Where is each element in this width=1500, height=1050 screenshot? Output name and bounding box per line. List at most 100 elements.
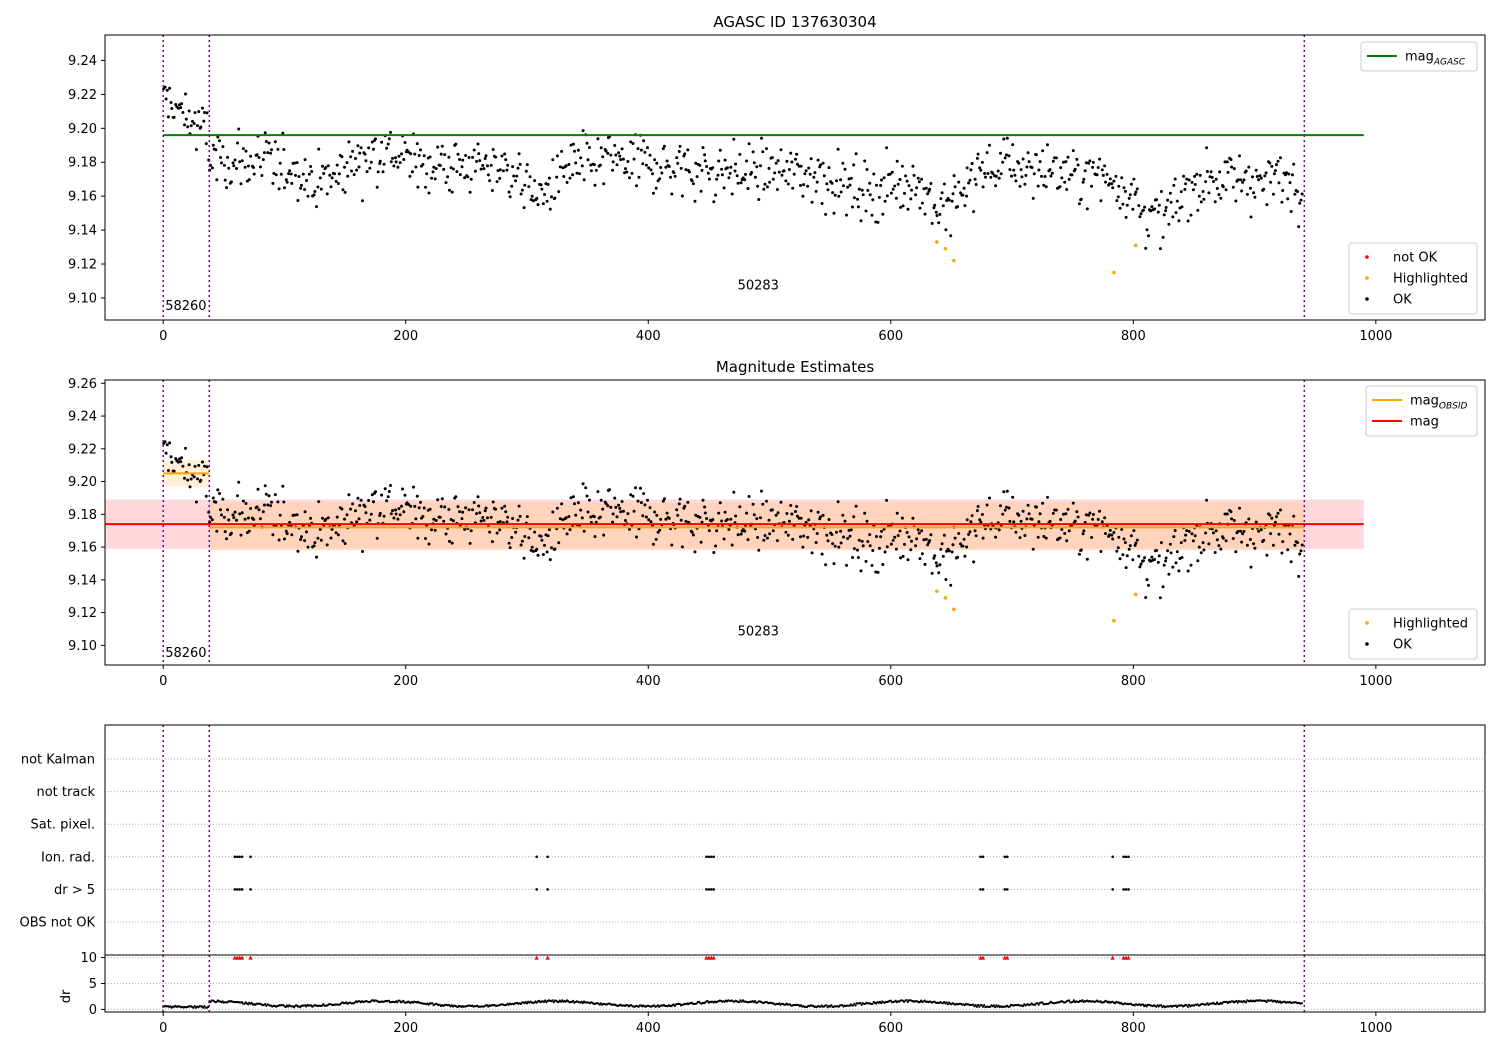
- ok-point: [1030, 166, 1034, 169]
- ok-point: [762, 538, 766, 542]
- ok-point: [614, 505, 618, 509]
- ok-point: [830, 181, 834, 185]
- ok-point: [653, 158, 657, 162]
- ok-point: [1218, 170, 1222, 174]
- ok-point: [824, 563, 828, 567]
- ok-point: [231, 161, 235, 165]
- ok-point: [289, 172, 293, 176]
- ok-point: [1008, 519, 1012, 523]
- ok-point: [1232, 519, 1236, 522]
- ok-point: [915, 186, 919, 190]
- ok-point: [929, 182, 933, 185]
- ok-point: [1066, 155, 1070, 159]
- ok-point: [611, 160, 615, 164]
- ok-point: [860, 188, 864, 192]
- ok-point: [972, 560, 976, 564]
- ok-point: [1239, 529, 1243, 533]
- ok-point: [1268, 161, 1272, 165]
- ok-point: [565, 181, 569, 184]
- ok-point: [876, 570, 880, 574]
- ok-point: [264, 140, 268, 143]
- ok-point: [900, 164, 904, 168]
- ok-point: [1247, 517, 1251, 521]
- ok-point: [1134, 541, 1138, 545]
- ok-point: [180, 102, 184, 106]
- flag-marker: [238, 855, 241, 859]
- ok-point: [1185, 529, 1189, 533]
- ok-point: [909, 197, 913, 201]
- ok-point: [870, 564, 874, 567]
- ok-point: [261, 510, 265, 514]
- ok-point: [791, 537, 795, 541]
- ok-point: [735, 174, 739, 178]
- ok-point: [632, 157, 636, 161]
- ok-point: [380, 140, 384, 144]
- ok-point: [641, 162, 645, 166]
- ok-point: [1058, 185, 1062, 189]
- ok-point: [976, 505, 980, 508]
- y-tick-label: 9.18: [68, 508, 97, 523]
- ok-point: [321, 516, 324, 520]
- ok-point: [1132, 529, 1136, 533]
- ok-point: [1083, 169, 1087, 173]
- ok-point: [1144, 596, 1148, 599]
- ok-point: [396, 165, 400, 169]
- ok-point: [611, 512, 615, 516]
- ok-point: [218, 492, 221, 495]
- ok-point: [172, 469, 176, 473]
- ok-point: [1279, 156, 1282, 160]
- ok-point: [1149, 559, 1153, 563]
- dr-point: [1214, 1003, 1217, 1006]
- flag-row-label: Sat. pixel.: [31, 818, 95, 833]
- ok-point: [1262, 538, 1266, 542]
- ok-point: [1104, 532, 1107, 535]
- ok-point: [747, 142, 751, 146]
- dr-point: [321, 1004, 324, 1007]
- ok-point: [576, 501, 580, 505]
- dr-point: [1185, 1004, 1188, 1007]
- ok-point: [1132, 177, 1136, 181]
- ok-point: [374, 490, 377, 494]
- ok-point: [651, 542, 655, 546]
- ok-point: [670, 192, 674, 196]
- ok-point: [383, 487, 387, 491]
- ok-point: [999, 172, 1003, 176]
- ok-point: [691, 533, 695, 537]
- ok-point: [1252, 191, 1256, 195]
- dr-point: [402, 999, 405, 1003]
- ok-point: [1189, 213, 1193, 217]
- flag-row-label: dr > 5: [54, 883, 95, 898]
- ok-point: [602, 182, 606, 186]
- ok-point: [932, 556, 936, 560]
- ok-point: [1001, 512, 1005, 516]
- ok-point: [188, 485, 192, 489]
- dr-point: [1236, 1001, 1239, 1004]
- ok-point: [651, 191, 655, 195]
- ok-point: [801, 545, 805, 549]
- ok-point: [1124, 566, 1128, 570]
- ok-point: [1240, 540, 1244, 544]
- dr-point: [978, 1005, 981, 1008]
- ok-point: [1153, 207, 1157, 211]
- ok-point: [1264, 171, 1268, 175]
- ok-point: [168, 441, 172, 445]
- ok-point: [830, 533, 834, 536]
- ok-point: [307, 172, 311, 176]
- y-tick-label: 9.10: [68, 639, 97, 654]
- ok-point: [1108, 177, 1112, 181]
- ok-point: [555, 175, 559, 179]
- ok-point: [1017, 161, 1021, 165]
- ok-point: [481, 516, 485, 519]
- ok-point: [398, 161, 402, 165]
- flag-row-label: not track: [36, 785, 95, 800]
- ok-point: [959, 542, 963, 546]
- ok-point: [515, 174, 519, 178]
- ok-point: [1134, 190, 1138, 194]
- ok-point: [296, 549, 300, 553]
- dr-high-marker: [534, 955, 539, 960]
- ok-point: [642, 492, 646, 496]
- x-tick-label: 0: [159, 674, 167, 689]
- ok-point: [468, 190, 472, 194]
- ok-point: [761, 502, 765, 506]
